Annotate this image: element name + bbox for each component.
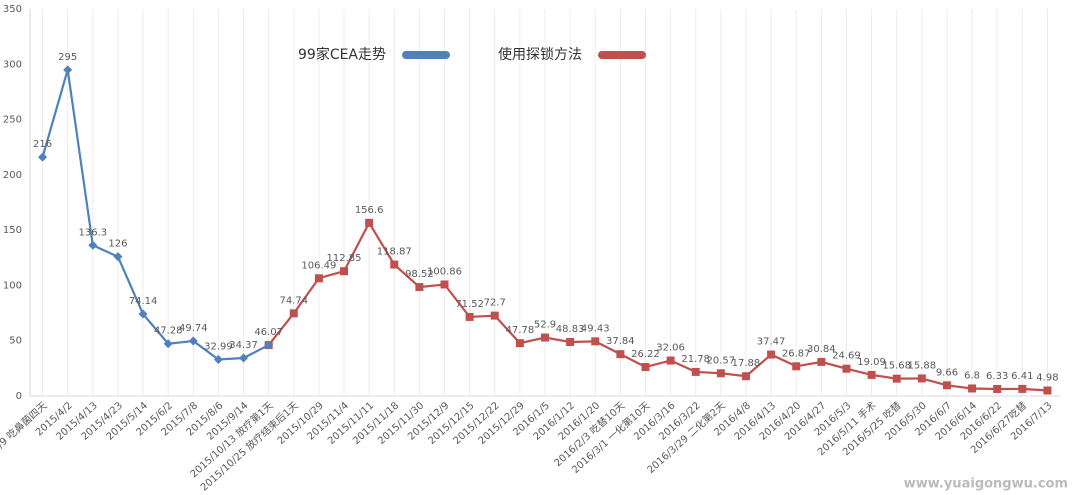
data-label: 156.6 <box>355 205 384 216</box>
data-label: 6.41 <box>1011 371 1033 382</box>
data-label: 47.28 <box>154 326 183 337</box>
data-point <box>63 65 73 75</box>
data-label: 15.68 <box>882 361 911 372</box>
series-line <box>41 69 270 361</box>
data-point <box>415 283 424 292</box>
data-point <box>716 369 725 378</box>
data-point <box>113 252 123 262</box>
data-label: 98.52 <box>405 269 434 280</box>
data-label: 32.99 <box>204 342 233 353</box>
data-point <box>968 384 977 393</box>
data-point <box>390 260 399 269</box>
data-label: 49.74 <box>179 323 208 334</box>
data-label: 26.87 <box>782 348 811 359</box>
data-label: 49.43 <box>581 323 610 334</box>
data-point <box>666 356 675 365</box>
data-label: 52.9 <box>534 320 556 331</box>
data-label: 15.88 <box>908 360 937 371</box>
data-label: 6.8 <box>964 370 980 381</box>
data-label: 216 <box>33 139 52 150</box>
series-line <box>267 220 1048 392</box>
data-point <box>515 339 524 348</box>
data-label: 26.22 <box>631 349 660 360</box>
data-point <box>138 309 148 319</box>
data-label: 74.14 <box>129 296 158 307</box>
data-point <box>38 152 48 162</box>
data-point <box>842 364 851 373</box>
data-point <box>867 370 876 379</box>
data-label: 112.85 <box>327 253 362 264</box>
data-label: 136.3 <box>78 227 107 238</box>
data-point <box>314 274 323 283</box>
y-tick-label: 150 <box>3 225 22 236</box>
data-point <box>892 374 901 383</box>
data-label: 47.78 <box>506 325 535 336</box>
data-label: 9.66 <box>936 367 958 378</box>
data-point <box>163 339 173 349</box>
data-label: 30.84 <box>807 344 836 355</box>
data-label: 4.98 <box>1036 372 1058 383</box>
data-point <box>365 218 374 227</box>
data-point <box>1018 384 1027 393</box>
data-point <box>289 309 298 318</box>
data-point <box>213 355 223 365</box>
data-label: 100.86 <box>427 266 462 277</box>
data-label: 21.78 <box>681 354 710 365</box>
data-label: 6.33 <box>986 371 1008 382</box>
data-point <box>792 362 801 371</box>
data-point <box>817 357 826 366</box>
y-tick-label: 250 <box>3 115 22 126</box>
data-point <box>993 385 1002 394</box>
data-label: 48.83 <box>556 324 585 335</box>
data-point <box>188 336 198 346</box>
data-point <box>465 312 474 321</box>
data-point <box>88 240 98 250</box>
data-label: 32.06 <box>656 343 685 354</box>
data-label: 20.57 <box>707 355 736 366</box>
y-tick-label: 350 <box>3 4 22 15</box>
data-label: 106.49 <box>301 260 336 271</box>
data-point <box>566 338 575 347</box>
data-point <box>239 353 249 363</box>
data-point <box>767 350 776 359</box>
y-tick-label: 50 <box>9 336 22 347</box>
data-label: 295 <box>58 52 77 63</box>
data-label: 126 <box>108 239 127 250</box>
legend-label: 使用探锁方法 <box>498 46 582 63</box>
data-label: 37.47 <box>757 337 786 348</box>
y-tick-label: 300 <box>3 59 22 70</box>
data-point <box>591 337 600 346</box>
data-label: 34.37 <box>229 340 258 351</box>
data-point <box>264 340 274 350</box>
data-label: 17.88 <box>732 358 761 369</box>
watermark: www.yuaigongwu.com <box>904 477 1068 492</box>
data-point <box>917 374 926 383</box>
legend-label: 99家CEA走势 <box>298 46 386 63</box>
data-label: 71.52 <box>455 299 484 310</box>
data-label: 19.09 <box>857 357 886 368</box>
y-tick-label: 200 <box>3 170 22 181</box>
data-label: 118.87 <box>377 247 412 258</box>
data-label: 24.69 <box>832 351 861 362</box>
data-point <box>1043 386 1052 395</box>
data-label: 72.7 <box>484 298 506 309</box>
data-label: 74.74 <box>279 295 308 306</box>
data-point <box>340 267 349 276</box>
data-label: 46.07 <box>254 327 283 338</box>
data-point <box>691 367 700 376</box>
data-label: 37.84 <box>606 336 635 347</box>
data-point <box>741 372 750 381</box>
data-point <box>641 363 650 372</box>
data-point <box>440 280 449 289</box>
y-tick-label: 0 <box>16 391 22 402</box>
data-point <box>616 350 625 359</box>
data-point <box>541 333 549 342</box>
y-tick-label: 100 <box>3 280 22 291</box>
data-point <box>942 381 951 390</box>
data-point <box>490 311 499 320</box>
